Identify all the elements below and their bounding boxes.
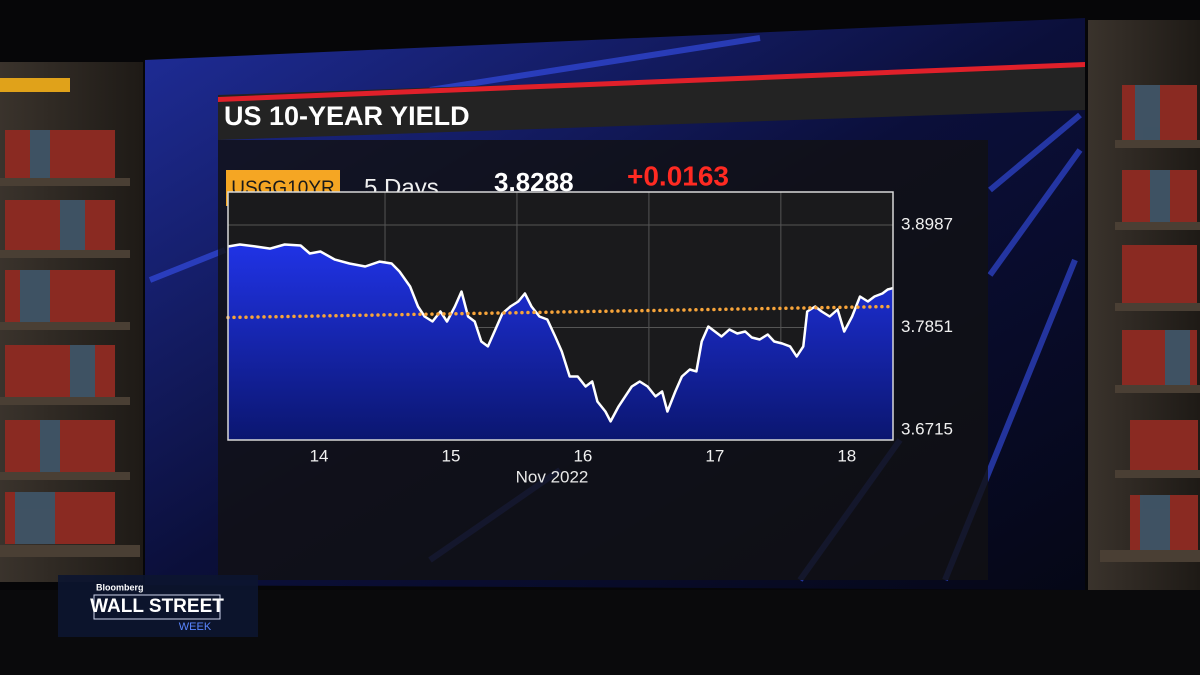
chart-title: US 10-YEAR YIELD xyxy=(224,101,470,131)
x-tick-label: 14 xyxy=(310,446,329,465)
title-bar xyxy=(218,65,1085,140)
logo-panel xyxy=(58,575,258,637)
logo-box xyxy=(93,594,221,620)
plot-frame xyxy=(227,191,894,441)
bookshelf-left xyxy=(0,62,143,582)
x-axis-label: Nov 2022 xyxy=(516,467,589,486)
series-line xyxy=(227,243,894,423)
logo-brand: Bloomberg xyxy=(96,582,144,592)
logo-line1: WALL STREET xyxy=(90,596,224,617)
title-accent xyxy=(218,62,1085,102)
area-fill xyxy=(228,244,893,440)
logo-line2: WEEK xyxy=(179,621,212,633)
y-tick-label: 3.6715 xyxy=(901,419,953,438)
x-tick-label: 15 xyxy=(442,446,461,465)
y-tick-label: 3.8987 xyxy=(901,215,953,234)
change: +0.0163 xyxy=(627,160,729,191)
x-tick-label: 18 xyxy=(837,446,856,465)
x-tick-label: 16 xyxy=(573,446,592,465)
plot xyxy=(226,192,895,440)
bookshelf-right xyxy=(1088,20,1200,590)
y-tick-label: 3.7851 xyxy=(901,317,953,336)
x-tick-label: 17 xyxy=(705,446,724,465)
